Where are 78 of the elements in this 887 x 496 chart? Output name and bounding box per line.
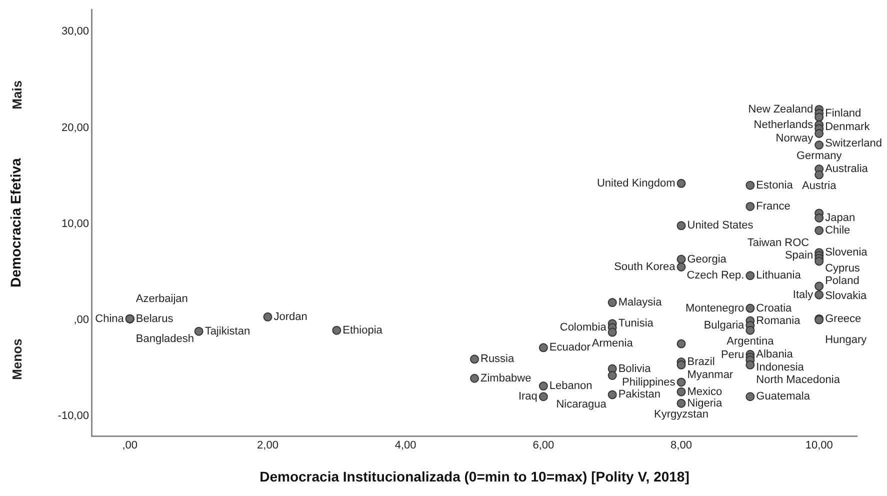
x-tick-label: 6,00 bbox=[532, 440, 554, 452]
annotation: Ecuador bbox=[549, 342, 591, 354]
annotation: Montenegro bbox=[685, 302, 744, 314]
x-tick-label: 2,00 bbox=[257, 440, 278, 452]
annotation: Lebanon bbox=[549, 380, 592, 392]
annotation: Azerbaijan bbox=[136, 292, 188, 305]
annotation: Philippines bbox=[622, 376, 676, 388]
annotation: Mexico bbox=[687, 386, 722, 398]
annotation: Indonesia bbox=[756, 361, 805, 374]
x-tick-label: 8,00 bbox=[670, 440, 692, 452]
annotation: Zimbabwe bbox=[480, 372, 532, 384]
annotation: Norway bbox=[776, 132, 814, 145]
annotation: Nicaragua bbox=[556, 398, 608, 411]
annotation: South Korea bbox=[614, 261, 676, 274]
annotation: Albania bbox=[756, 348, 794, 360]
annotation: Switzerland bbox=[825, 138, 882, 150]
annotation: Denmark bbox=[825, 121, 870, 134]
annotation: Italy bbox=[792, 288, 814, 301]
annotation: Croatia bbox=[756, 302, 793, 314]
annotation: United Kingdom bbox=[596, 177, 676, 190]
annotation: China bbox=[95, 312, 125, 325]
y-tick-label: ,00 bbox=[74, 314, 89, 326]
annotation: Russia bbox=[480, 353, 515, 366]
annotation: Belarus bbox=[136, 312, 174, 325]
annotation: North Macedonia bbox=[756, 374, 841, 386]
annotation: Czech Rep. bbox=[686, 270, 744, 282]
annotation: Spain bbox=[784, 249, 814, 262]
annotation: Estonia bbox=[756, 179, 794, 192]
annotation: Iraq bbox=[518, 390, 538, 403]
annotation: Bolivia bbox=[618, 362, 652, 375]
annotation: Jordan bbox=[274, 310, 308, 323]
annotation: Malaysia bbox=[618, 296, 663, 309]
annotation: Hungary bbox=[825, 334, 868, 346]
annotation: Finland bbox=[825, 107, 862, 120]
annotation: Romania bbox=[756, 314, 802, 327]
text: Menos bbox=[10, 338, 25, 380]
y-axis-title: Democracia Efetiva bbox=[7, 158, 24, 288]
x-tick-label: ,00 bbox=[122, 440, 138, 452]
annotation: Argentina bbox=[726, 335, 775, 348]
y-tick-label: 20,00 bbox=[61, 122, 89, 134]
annotation: Myanmar bbox=[687, 368, 734, 381]
x-tick-label: 4,00 bbox=[394, 440, 416, 452]
annotation: Nigeria bbox=[687, 397, 723, 410]
annotation: Pakistan bbox=[618, 388, 661, 401]
annotation: Germany bbox=[796, 150, 842, 162]
annotation: Slovakia bbox=[825, 290, 868, 302]
annotation: Austria bbox=[802, 180, 838, 192]
annotation: Tunisia bbox=[618, 318, 654, 330]
y-tick-label: -10,00 bbox=[58, 410, 89, 422]
annotation: Taiwan ROC bbox=[747, 237, 810, 250]
annotation: United States bbox=[687, 220, 754, 232]
annotation: Guatemala bbox=[756, 390, 811, 403]
x-axis-title: Democracia Institucionalizada (0=min to 10=max) [Polity V, 2018] bbox=[260, 468, 690, 484]
annotation: Chile bbox=[825, 224, 850, 237]
x-tick-label: 10,00 bbox=[805, 440, 833, 452]
annotation: Ethiopia bbox=[342, 324, 384, 336]
annotation: New Zealand bbox=[748, 104, 814, 116]
annotation: Greece bbox=[825, 312, 862, 325]
annotation: Armenia bbox=[592, 337, 634, 350]
y-tick-label: 30,00 bbox=[61, 26, 89, 38]
annotation: Bangladesh bbox=[136, 332, 194, 345]
text: Mais bbox=[10, 80, 25, 110]
annotation: Japan bbox=[825, 212, 856, 224]
annotation: Colombia bbox=[560, 322, 608, 334]
annotation: France bbox=[756, 200, 790, 213]
annotation: Slovenia bbox=[825, 246, 868, 259]
annotation: Cyprus bbox=[825, 262, 860, 274]
annotation: Lithuania bbox=[756, 270, 802, 282]
annotation: Tajikistan bbox=[204, 325, 250, 338]
y-tick-label: 10,00 bbox=[61, 218, 89, 230]
annotation: Kyrgyzstan bbox=[654, 408, 708, 420]
annotation: Netherlands bbox=[754, 118, 814, 131]
annotation: Bulgaria bbox=[704, 320, 746, 332]
annotation: Georgia bbox=[687, 253, 728, 266]
annotation: Australia bbox=[825, 163, 869, 176]
annotation: Poland bbox=[825, 275, 860, 288]
annotation: Peru bbox=[720, 348, 744, 361]
annotation: Brazil bbox=[687, 356, 715, 368]
